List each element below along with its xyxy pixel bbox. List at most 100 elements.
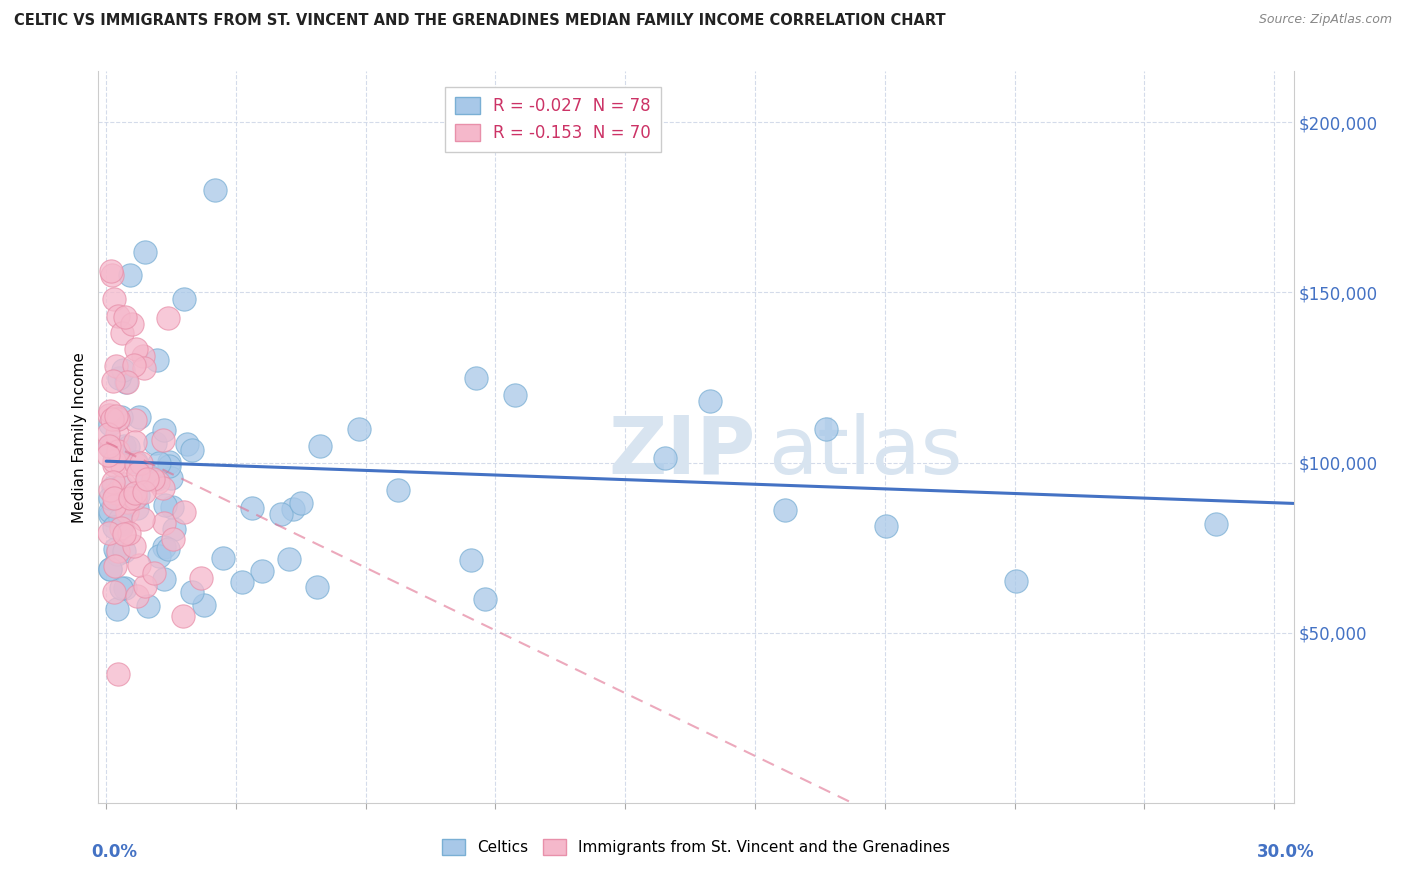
Point	[122, 540, 145, 554]
Point	[240, 501, 263, 516]
Point	[654, 450, 676, 465]
Point	[98, 562, 121, 576]
Point	[115, 495, 138, 509]
Point	[111, 458, 134, 472]
Point	[98, 404, 121, 418]
Point	[111, 517, 134, 532]
Legend: Celtics, Immigrants from St. Vincent and the Grenadines: Celtics, Immigrants from St. Vincent and…	[436, 833, 956, 861]
Point	[349, 421, 371, 435]
Point	[815, 421, 838, 435]
Point	[180, 585, 202, 599]
Point	[107, 444, 129, 458]
Point	[122, 358, 145, 372]
Point	[152, 481, 174, 495]
Point	[1205, 516, 1227, 531]
Point	[136, 472, 159, 486]
Point	[101, 268, 124, 283]
Point	[153, 516, 176, 530]
Point	[290, 496, 312, 510]
Point	[128, 409, 150, 424]
Point	[125, 457, 148, 471]
Point	[107, 412, 129, 426]
Point	[156, 541, 179, 556]
Point	[156, 311, 179, 326]
Point	[474, 592, 496, 607]
Point	[118, 525, 141, 540]
Point	[128, 558, 150, 573]
Point	[173, 293, 195, 307]
Point	[115, 505, 138, 519]
Point	[127, 466, 149, 480]
Point	[503, 387, 526, 401]
Point	[134, 360, 156, 375]
Text: atlas: atlas	[768, 413, 962, 491]
Point	[103, 454, 125, 468]
Point	[387, 483, 409, 497]
Point	[173, 505, 195, 519]
Point	[159, 459, 181, 474]
Point	[104, 359, 127, 373]
Point	[465, 370, 488, 384]
Point	[107, 543, 129, 558]
Point	[160, 500, 183, 514]
Point	[105, 547, 128, 561]
Point	[103, 499, 125, 513]
Point	[114, 310, 136, 325]
Y-axis label: Median Family Income: Median Family Income	[72, 351, 87, 523]
Point	[111, 326, 134, 341]
Point	[98, 491, 121, 505]
Point	[278, 551, 301, 566]
Point	[155, 498, 177, 512]
Point	[160, 471, 183, 485]
Point	[108, 512, 131, 526]
Point	[110, 410, 132, 425]
Point	[112, 527, 135, 541]
Point	[124, 413, 146, 427]
Point	[105, 602, 128, 616]
Point	[270, 507, 292, 521]
Point	[163, 522, 186, 536]
Point	[118, 491, 141, 506]
Point	[103, 520, 125, 534]
Point	[146, 475, 169, 489]
Point	[193, 599, 215, 613]
Point	[875, 519, 897, 533]
Point	[98, 561, 121, 575]
Point	[142, 472, 165, 486]
Text: Source: ZipAtlas.com: Source: ZipAtlas.com	[1258, 13, 1392, 27]
Point	[127, 589, 149, 603]
Point	[108, 371, 131, 385]
Point	[110, 520, 132, 534]
Point	[773, 503, 796, 517]
Point	[103, 293, 125, 307]
Point	[98, 417, 121, 432]
Point	[125, 343, 148, 357]
Point	[98, 508, 121, 522]
Point	[176, 436, 198, 450]
Point	[107, 310, 129, 324]
Point	[103, 585, 125, 599]
Point	[129, 456, 152, 470]
Point	[124, 434, 146, 449]
Point	[103, 446, 125, 460]
Point	[134, 485, 156, 500]
Text: 30.0%: 30.0%	[1257, 843, 1315, 861]
Point	[124, 485, 146, 500]
Point	[114, 581, 136, 595]
Point	[699, 394, 721, 409]
Point	[309, 439, 332, 453]
Point	[103, 458, 125, 473]
Point	[190, 571, 212, 585]
Point	[100, 504, 122, 518]
Point	[136, 599, 159, 613]
Point	[98, 439, 121, 453]
Point	[104, 409, 127, 423]
Point	[110, 581, 132, 595]
Point	[103, 491, 125, 505]
Point	[103, 475, 125, 490]
Point	[1004, 574, 1026, 588]
Point	[136, 467, 159, 482]
Point	[100, 411, 122, 425]
Point	[115, 375, 138, 389]
Point	[132, 349, 155, 363]
